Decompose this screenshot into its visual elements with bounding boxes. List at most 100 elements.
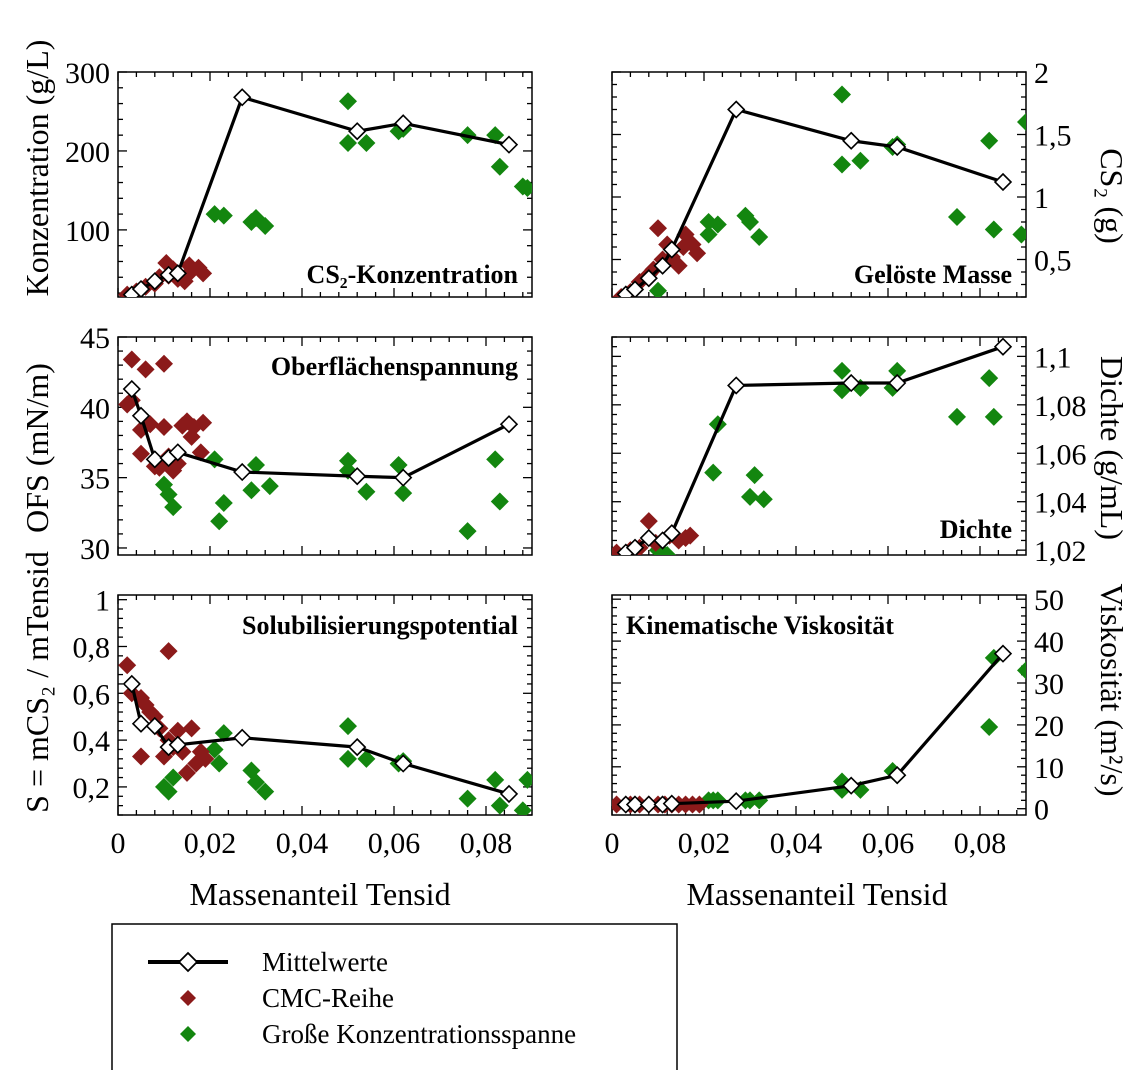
- range-point: [948, 208, 966, 226]
- range-point: [357, 134, 376, 153]
- mean-point: [993, 644, 1013, 663]
- range-point: [205, 740, 224, 759]
- panel-dichte: 1,02 1,04 1,06 1,08 1,1 Dichte: [611, 336, 1087, 568]
- range-point: [490, 796, 509, 815]
- legend-range-label: Große Konzentrationsspanne: [262, 1019, 576, 1049]
- cmc-point: [688, 244, 707, 263]
- legend-cmc-marker: [180, 990, 196, 1006]
- range-point: [1012, 225, 1026, 244]
- y-tick-label: 40: [80, 392, 110, 425]
- x-tick-label: 0: [605, 827, 620, 860]
- mean-point: [625, 280, 645, 297]
- xlabel-left: Massenanteil Tensid: [189, 876, 450, 912]
- mean-point: [233, 462, 252, 482]
- panel-sol: 0 0,02 0,04 0,06 0,08 0,2 0,4 0,6 0,8 1 Solubilisi…: [73, 585, 533, 860]
- range-point: [214, 724, 233, 743]
- x-tick-label: 0,06: [862, 827, 915, 860]
- mean-point: [662, 794, 681, 813]
- x-tick-label: 0,08: [460, 827, 513, 860]
- y-tick-label: 35: [80, 463, 110, 496]
- legend-mean-label: Mittelwerte: [262, 947, 388, 977]
- y-tick-label: 200: [65, 136, 110, 169]
- mean-point: [727, 376, 746, 395]
- range-point: [984, 407, 1003, 426]
- cmc-point: [669, 256, 688, 275]
- cmc-point: [132, 747, 150, 766]
- y-tick-label: 30: [80, 533, 110, 566]
- y-tick-label: 0,6: [73, 678, 111, 711]
- y-tick-label: 0,5: [1034, 245, 1072, 278]
- range-point: [486, 450, 505, 469]
- data-layer-dichte: [612, 337, 1013, 555]
- y-tick-label: 50: [1034, 584, 1064, 617]
- legend-range-marker: [180, 1026, 196, 1042]
- cmc-point: [155, 354, 173, 373]
- range-point: [164, 768, 183, 787]
- legend-cmc-label: CMC-Reihe: [262, 983, 394, 1013]
- range-point: [214, 493, 233, 512]
- mean-point: [131, 406, 151, 425]
- cmc-point: [155, 418, 173, 437]
- mean-point: [122, 379, 141, 399]
- mean-point: [625, 795, 645, 814]
- range-point: [750, 228, 769, 246]
- range-point: [833, 155, 851, 174]
- panel-title-konz: CS₂-Konzentration: [307, 260, 519, 289]
- range-point: [980, 718, 999, 736]
- panel-masse: 0,5 1 1,5 2 Gelöste Masse: [611, 57, 1072, 298]
- mean-point: [653, 256, 672, 275]
- range-point: [247, 455, 265, 474]
- cmc-point: [178, 763, 196, 782]
- mean-point: [888, 766, 907, 785]
- data-layer-visk: [612, 644, 1026, 814]
- range-point: [741, 487, 759, 506]
- range-point: [458, 522, 477, 541]
- mean-point: [233, 88, 252, 107]
- ylabel-ofs: OFS (mN/m): [19, 363, 55, 533]
- range-point: [699, 225, 718, 244]
- range-point: [980, 131, 999, 150]
- mean-point: [499, 784, 519, 804]
- mean-point: [394, 754, 413, 773]
- y-tick-label: 1,1: [1034, 341, 1072, 374]
- y-tick-label: 1: [1034, 182, 1049, 215]
- range-point: [888, 361, 907, 380]
- y-tick-label: 45: [80, 322, 110, 355]
- range-point: [247, 773, 265, 792]
- mean-point: [662, 524, 681, 543]
- range-point: [980, 369, 999, 388]
- mean-point: [394, 114, 413, 133]
- range-point: [741, 213, 759, 231]
- mean-point: [233, 728, 252, 747]
- mean-point: [993, 172, 1013, 192]
- mean-point: [122, 674, 141, 694]
- range-point: [658, 546, 677, 555]
- range-point: [1017, 661, 1026, 680]
- y-tick-label: 0,8: [73, 631, 111, 664]
- ylabel-solubilisierung: S = mCS₂ / mTensid: [19, 551, 55, 813]
- range-point: [242, 481, 261, 500]
- cmc-point: [132, 444, 150, 463]
- range-point: [164, 498, 183, 517]
- range-point: [339, 749, 357, 768]
- plot-frame-dichte: [611, 336, 1027, 556]
- range-point: [754, 490, 773, 509]
- mean-point: [348, 122, 367, 141]
- range-point: [948, 407, 966, 426]
- cmc-point: [159, 642, 178, 661]
- y-tick-label: 2: [1034, 57, 1049, 90]
- panel-title-sol: Solubilisierungspotential: [242, 611, 518, 640]
- range-point: [518, 770, 532, 789]
- range-point: [260, 477, 279, 496]
- mean-point: [145, 450, 164, 469]
- mean-point: [639, 795, 658, 814]
- plot-frame-visk: [611, 594, 1027, 816]
- mean-point: [145, 716, 164, 736]
- range-point: [1017, 113, 1026, 131]
- mean-point: [131, 714, 151, 733]
- mean-point: [499, 415, 519, 434]
- range-point: [649, 281, 667, 297]
- panel-konz: 100 200 300 CS₂-Konzentration: [65, 57, 533, 298]
- mean-point: [625, 538, 645, 555]
- range-point: [708, 215, 727, 234]
